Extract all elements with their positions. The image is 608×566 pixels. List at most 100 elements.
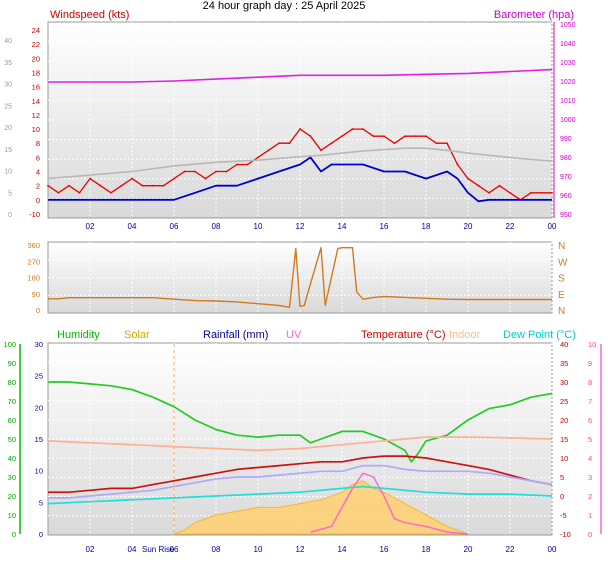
uv-tick-label: 0 <box>588 530 592 539</box>
temperature-tick-label: 10 <box>560 454 568 463</box>
climate-legend-label: Humidity <box>57 329 100 341</box>
wind-gust-point <box>425 135 427 138</box>
wind-gust-point <box>456 163 459 166</box>
wind-gust-point <box>120 184 123 187</box>
solar-area <box>173 480 469 535</box>
direction-compass-tick-label: N <box>558 306 565 317</box>
barometer-tick-label: 1020 <box>560 79 576 86</box>
wind-x-tick-label: 04 <box>128 222 137 231</box>
humidity-tick-label: 50 <box>8 435 16 444</box>
rainfall-tick-label: 5 <box>39 498 43 507</box>
wind-kts-tick-label: 24 <box>32 26 40 35</box>
wind-gust-point <box>89 177 91 180</box>
wind-kts-tick-label: 16 <box>32 83 40 92</box>
wind-kts-tick-label: 22 <box>32 40 40 49</box>
temperature-tick-label: -10 <box>560 530 571 539</box>
climate-legend-label: Rainfall (mm) <box>203 329 268 341</box>
temperature-tick-label: 0 <box>560 492 564 501</box>
wind-gust-point <box>330 142 333 145</box>
barometer-tick-label: 1010 <box>560 98 576 105</box>
wind-kts-tick-label: 14 <box>32 97 40 106</box>
wind-gust-point <box>467 177 469 180</box>
dew-point-series-line <box>47 485 553 505</box>
wind-gust-point <box>110 191 112 194</box>
wind-gust-point <box>47 184 49 187</box>
barometer-series-line <box>48 68 553 83</box>
wind-x-tick-label: 00 <box>548 222 557 231</box>
wind-gust-point <box>414 135 417 138</box>
temperature-tick-label: 40 <box>560 340 568 349</box>
wind-gust-point <box>288 142 291 145</box>
wind-gust-point <box>215 170 217 173</box>
wind-gust-point <box>57 191 60 194</box>
wind-gust-point <box>372 135 375 138</box>
barometer-tick-label: 950 <box>560 212 572 219</box>
climate-x-tick-label: 04 <box>128 545 137 554</box>
temperature-tick-label: 25 <box>560 397 568 406</box>
wind-kts-tick-label: 6 <box>36 153 40 162</box>
wind-gust-point <box>309 135 312 138</box>
wind-kts-tick-label: 4 <box>36 168 40 177</box>
direction-compass-tick-label: W <box>558 257 568 268</box>
page-title: 24 hour graph day : 25 April 2025 <box>203 0 366 12</box>
wind-x-tick-label: 20 <box>464 222 473 231</box>
humidity-tick-label: 100 <box>3 340 16 349</box>
direction-degree-tick-label: 180 <box>27 274 40 283</box>
wind-gust-point <box>173 177 175 180</box>
wind-gust-point <box>183 170 186 173</box>
humidity-series-line <box>48 381 553 463</box>
climate-x-tick-label: 12 <box>296 545 305 554</box>
wind-x-tick-label: 16 <box>380 222 389 231</box>
direction-degree-tick-label: 0 <box>36 306 40 315</box>
uv-tick-label: 7 <box>588 397 592 406</box>
indoor-series-line <box>47 436 553 452</box>
uv-tick-label: 1 <box>588 511 592 520</box>
wind-gust-point <box>267 149 270 152</box>
humidity-tick-label: 0 <box>12 530 16 539</box>
rainfall-tick-label: 20 <box>35 403 43 412</box>
wind-x-tick-label: 14 <box>338 222 347 231</box>
climate-x-tick-label: 10 <box>254 545 263 554</box>
temperature-tick-label: 20 <box>560 416 568 425</box>
wind-x-tick-label: 10 <box>254 222 263 231</box>
windspeed-legend-label: Windspeed (kts) <box>50 9 129 21</box>
wind-mph-tick-label: 35 <box>4 60 12 67</box>
wind-chill-series-line <box>48 464 553 499</box>
barometer-tick-label: 1050 <box>560 22 576 29</box>
wind-gust-point <box>404 135 406 138</box>
wind-gust-point <box>540 191 543 194</box>
wind-gust-point <box>152 184 154 187</box>
wind-mph-tick-label: 25 <box>4 103 12 110</box>
humidity-tick-label: 30 <box>8 473 16 482</box>
wind-gust-point <box>194 170 196 173</box>
wind-gust-point <box>435 142 438 145</box>
temperature-tick-label: -5 <box>560 511 567 520</box>
direction-compass-tick-label: S <box>558 274 565 285</box>
wind-x-tick-label: 18 <box>422 222 431 231</box>
direction-degree-tick-label: 90 <box>32 290 40 299</box>
wind-kts-tick-label: 8 <box>36 139 40 148</box>
climate-legend-label: Solar <box>124 329 150 341</box>
climate-legend-label: Indoor <box>449 329 481 341</box>
uv-tick-label: 5 <box>588 435 592 444</box>
temperature-tick-label: 5 <box>560 473 564 482</box>
wind-gust-point <box>162 184 165 187</box>
uv-tick-label: 10 <box>588 340 596 349</box>
wind-kts-tick-label: 18 <box>32 68 40 77</box>
wind-gust-point <box>498 184 501 187</box>
rainfall-tick-label: 30 <box>35 340 43 349</box>
wind-gust-point <box>78 191 81 194</box>
humidity-tick-label: 40 <box>8 454 16 463</box>
wind-gust-point <box>141 184 144 187</box>
wind-gust-point <box>99 184 102 187</box>
barometer-tick-label: 960 <box>560 193 572 200</box>
temperature-series-line <box>48 455 553 494</box>
barometer-tick-label: 980 <box>560 155 572 162</box>
wind-x-tick-label: 22 <box>506 222 515 231</box>
wind-gust-point <box>204 177 207 180</box>
wind-mph-tick-label: 20 <box>4 125 12 132</box>
direction-degree-tick-label: 360 <box>27 241 40 250</box>
direction-compass-tick-label: E <box>558 290 565 301</box>
